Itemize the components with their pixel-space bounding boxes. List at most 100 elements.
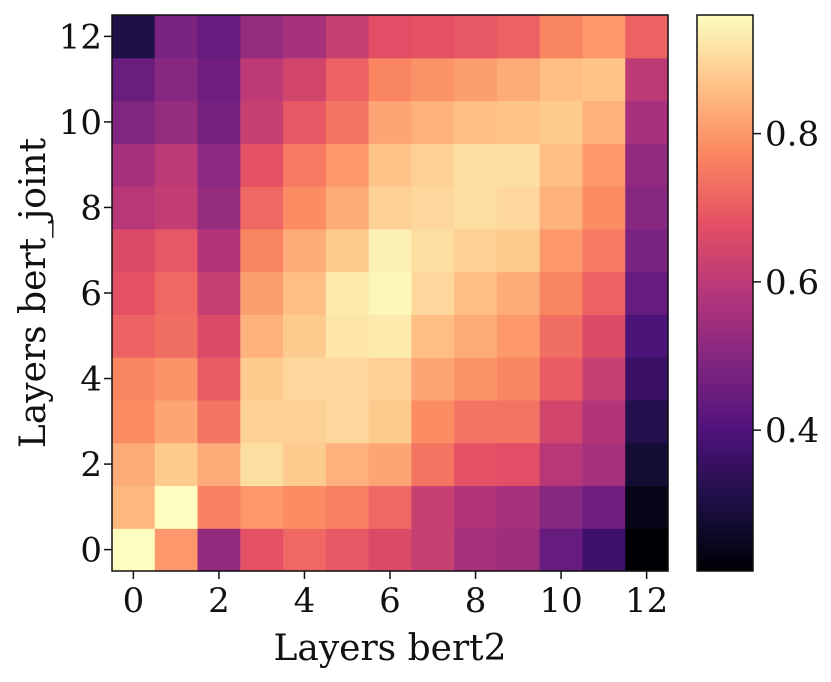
heatmap-cell-3-8 <box>454 399 498 444</box>
heatmap-cell-10-9 <box>496 100 541 144</box>
heatmap-cell-4-11 <box>582 357 626 401</box>
heatmap-cell-5-5 <box>325 314 370 358</box>
colorbar-frame <box>696 14 754 572</box>
heatmap-cell-4-9 <box>496 357 541 401</box>
heatmap-cell-2-6 <box>368 442 412 487</box>
heatmap-cell-7-8 <box>454 228 498 273</box>
heatmap-cell-8-9 <box>496 186 541 230</box>
heatmap-cell-5-1 <box>154 314 199 358</box>
x-axis: 0 2 4 6 8 10 12 <box>123 571 668 621</box>
heatmap-cell-3-1 <box>154 399 199 444</box>
heatmap-cell-7-7 <box>411 228 455 273</box>
heatmap-cell-5-11 <box>582 314 626 358</box>
heatmap-cell-2-1 <box>154 442 199 487</box>
heatmap-cell-7-9 <box>496 228 541 273</box>
heatmap-cell-6-7 <box>411 271 455 315</box>
heatmap-cell-1-2 <box>197 485 241 529</box>
heatmap-cell-2-9 <box>496 442 541 487</box>
x-tick-label-4: 4 <box>294 581 316 621</box>
heatmap-cell-2-12 <box>625 442 669 487</box>
heatmap-cell-7-2 <box>197 228 241 273</box>
y-tick-label-8: 8 <box>80 188 102 228</box>
heatmap-cell-11-12 <box>625 57 669 102</box>
heatmap-cell-2-0 <box>112 442 156 487</box>
heatmap-cell-11-9 <box>496 57 541 102</box>
heatmap-cell-11-1 <box>154 57 199 102</box>
heatmap-cell-4-0 <box>112 357 156 401</box>
x-tick-label-2: 2 <box>208 581 230 621</box>
heatmap-cell-1-11 <box>582 485 626 529</box>
heatmap-cell-5-4 <box>283 314 327 358</box>
heatmap-cell-4-8 <box>454 357 498 401</box>
heatmap-cell-6-2 <box>197 271 241 315</box>
heatmap-cell-8-11 <box>582 186 626 230</box>
heatmap-cells <box>112 15 669 572</box>
heatmap-cell-11-8 <box>454 57 498 102</box>
heatmap-cell-1-0 <box>112 485 156 529</box>
heatmap-cell-9-9 <box>496 143 541 187</box>
heatmap-cell-1-8 <box>454 485 498 529</box>
heatmap-cell-6-11 <box>582 271 626 315</box>
heatmap-cell-3-11 <box>582 399 626 444</box>
heatmap-cell-12-8 <box>454 15 498 59</box>
heatmap-cell-11-4 <box>283 57 327 102</box>
heatmap-cell-0-0 <box>112 528 156 572</box>
heatmap-cell-10-1 <box>154 100 199 144</box>
heatmap-cell-2-7 <box>411 442 455 487</box>
y-tick-label-2: 2 <box>80 445 102 485</box>
heatmap-cell-5-10 <box>539 314 584 358</box>
heatmap-cell-4-12 <box>625 357 669 401</box>
heatmap-cell-9-11 <box>582 143 626 187</box>
x-tick-label-12: 12 <box>625 581 668 621</box>
heatmap-cell-6-8 <box>454 271 498 315</box>
heatmap-cell-8-3 <box>240 186 284 230</box>
heatmap-cell-2-11 <box>582 442 626 487</box>
heatmap-cell-1-5 <box>325 485 370 529</box>
heatmap-cell-10-12 <box>625 100 669 144</box>
heatmap-cell-5-6 <box>368 314 412 358</box>
heatmap-cell-1-4 <box>283 485 327 529</box>
y-tick-label-10: 10 <box>59 103 102 143</box>
heatmap-cell-3-6 <box>368 399 412 444</box>
heatmap-cell-9-2 <box>197 143 241 187</box>
heatmap-cell-0-5 <box>325 528 370 572</box>
heatmap-cell-4-6 <box>368 357 412 401</box>
heatmap-cell-7-3 <box>240 228 284 273</box>
heatmap-cell-6-9 <box>496 271 541 315</box>
heatmap-cell-5-8 <box>454 314 498 358</box>
heatmap-cell-10-4 <box>283 100 327 144</box>
heatmap-cell-0-9 <box>496 528 541 572</box>
heatmap-cell-8-0 <box>112 186 156 230</box>
x-axis-label: Layers bert2 <box>273 628 506 669</box>
heatmap-cell-2-2 <box>197 442 241 487</box>
heatmap-cell-10-8 <box>454 100 498 144</box>
heatmap-cell-1-10 <box>539 485 584 529</box>
colorbar-gradient <box>697 15 753 571</box>
y-tick-label-12: 12 <box>59 17 102 57</box>
heatmap-cell-8-7 <box>411 186 455 230</box>
heatmap-cell-0-10 <box>539 528 584 572</box>
heatmap-cell-9-4 <box>283 143 327 187</box>
heatmap-cell-5-9 <box>496 314 541 358</box>
heatmap-cell-9-0 <box>112 143 156 187</box>
heatmap-cell-4-1 <box>154 357 199 401</box>
heatmap-cell-6-12 <box>625 271 669 315</box>
heatmap-cell-0-1 <box>154 528 199 572</box>
heatmap-cell-4-7 <box>411 357 455 401</box>
heatmap-cell-2-8 <box>454 442 498 487</box>
y-tick-label-0: 0 <box>80 531 102 571</box>
colorbar-tick-label-0.6: 0.6 <box>765 263 819 303</box>
heatmap-cell-1-7 <box>411 485 455 529</box>
heatmap-cell-0-4 <box>283 528 327 572</box>
heatmap-cell-11-5 <box>325 57 370 102</box>
heatmap-cell-3-3 <box>240 399 284 444</box>
heatmap-cell-10-6 <box>368 100 412 144</box>
heatmap-cell-9-10 <box>539 143 584 187</box>
heatmap-cell-0-3 <box>240 528 284 572</box>
heatmap-cell-8-10 <box>539 186 584 230</box>
heatmap-cell-6-0 <box>112 271 156 315</box>
heatmap-cell-10-0 <box>112 100 156 144</box>
y-axis: 0 2 4 6 8 10 12 <box>59 17 112 571</box>
heatmap-cell-8-5 <box>325 186 370 230</box>
heatmap-cell-12-12 <box>625 15 669 59</box>
